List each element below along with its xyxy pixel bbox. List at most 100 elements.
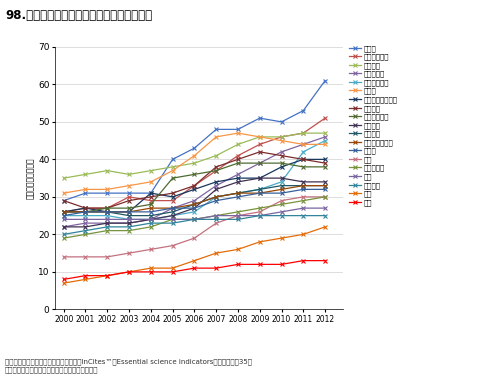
スイス [278, 120, 284, 124]
ニュージーランド [148, 191, 154, 195]
スイス [60, 198, 66, 203]
Line: オーストラリア: オーストラリア [62, 184, 327, 214]
イタリア [170, 210, 175, 214]
Line: オランダ: オランダ [62, 214, 327, 236]
ニュージーランド [235, 176, 241, 180]
米国 [82, 217, 88, 222]
ニュージーランド [170, 195, 175, 199]
フランス [300, 131, 306, 135]
米国 [213, 213, 219, 218]
オーストリア [256, 142, 262, 147]
イギリス [256, 176, 262, 180]
カナダ [192, 153, 198, 158]
オランダ [148, 221, 154, 225]
米国 [170, 217, 175, 222]
ニュージーランド [213, 180, 219, 184]
ドイツ [213, 198, 219, 203]
米国 [300, 206, 306, 210]
フランス [126, 172, 132, 177]
オーストリア [82, 206, 88, 210]
ニュージーランド [300, 157, 306, 162]
スウェーデン [104, 206, 110, 210]
ノルウェー [82, 221, 88, 225]
オーストリア [104, 206, 110, 210]
オランダ [82, 228, 88, 233]
ノルウェー [148, 217, 154, 222]
オーストラリア [82, 210, 88, 214]
カナダ [213, 135, 219, 139]
オーストラリア [60, 210, 66, 214]
スウェーデン [148, 202, 154, 207]
フランス [192, 161, 198, 165]
ドイツ [104, 210, 110, 214]
イギリス [126, 221, 132, 225]
デンマーク [300, 198, 306, 203]
イタリア [213, 195, 219, 199]
ドイツ [235, 195, 241, 199]
フランス [60, 176, 66, 180]
イギリス [322, 180, 328, 184]
台湾 [170, 243, 175, 248]
スウェーデン [300, 165, 306, 169]
ノルウェー [170, 206, 175, 210]
ドイツ [170, 206, 175, 210]
台湾 [126, 251, 132, 255]
韓国 [235, 247, 241, 252]
オーストラリア [235, 191, 241, 195]
イギリス [104, 221, 110, 225]
フィンランド [104, 213, 110, 218]
ドイツ [82, 210, 88, 214]
イギリス [192, 206, 198, 210]
日本 [322, 258, 328, 263]
ベルギー [82, 206, 88, 210]
ベルギー [300, 157, 306, 162]
フランス [170, 165, 175, 169]
Legend: スイス, オーストリア, フランス, ノルウェー, フィンランド, カナダ, ニュージーランド, ベルギー, スウェーデン, イギリス, イタリア, オーストラ: スイス, オーストリア, フランス, ノルウェー, フィンランド, カナダ, ニ… [349, 45, 398, 206]
台湾 [278, 198, 284, 203]
デンマーク [256, 206, 262, 210]
台湾 [322, 195, 328, 199]
米国 [322, 206, 328, 210]
フィンランド [82, 213, 88, 218]
ニュージーランド [104, 210, 110, 214]
Line: ドイツ: ドイツ [62, 188, 327, 218]
フィンランド [170, 213, 175, 218]
ノルウェー [126, 221, 132, 225]
台湾 [60, 255, 66, 259]
Line: ノルウェー: ノルウェー [62, 135, 327, 229]
ドイツ [300, 187, 306, 192]
日本 [300, 258, 306, 263]
スイス [192, 146, 198, 150]
オーストラリア [213, 195, 219, 199]
スウェーデン [322, 165, 328, 169]
カナダ [126, 183, 132, 188]
日本 [235, 262, 241, 267]
Line: フィンランド: フィンランド [62, 139, 327, 221]
フィンランド [256, 187, 262, 192]
オーストリア [170, 198, 175, 203]
日本 [104, 273, 110, 278]
フィンランド [148, 217, 154, 222]
スイス [322, 78, 328, 83]
フィンランド [213, 195, 219, 199]
イギリス [148, 217, 154, 222]
スイス [235, 127, 241, 132]
イギリス [278, 176, 284, 180]
イタリア [60, 210, 66, 214]
韓国 [278, 236, 284, 240]
ニュージーランド [60, 210, 66, 214]
Line: イギリス: イギリス [62, 176, 327, 229]
イギリス [235, 180, 241, 184]
フランス [256, 135, 262, 139]
オーストラリア [278, 187, 284, 192]
台湾 [213, 221, 219, 225]
オランダ [126, 225, 132, 229]
カナダ [322, 142, 328, 147]
スイス [82, 191, 88, 195]
ベルギー [60, 198, 66, 203]
スウェーデン [170, 176, 175, 180]
スイス [104, 191, 110, 195]
Line: スウェーデン: スウェーデン [62, 161, 327, 214]
台湾 [82, 255, 88, 259]
イギリス [213, 187, 219, 192]
